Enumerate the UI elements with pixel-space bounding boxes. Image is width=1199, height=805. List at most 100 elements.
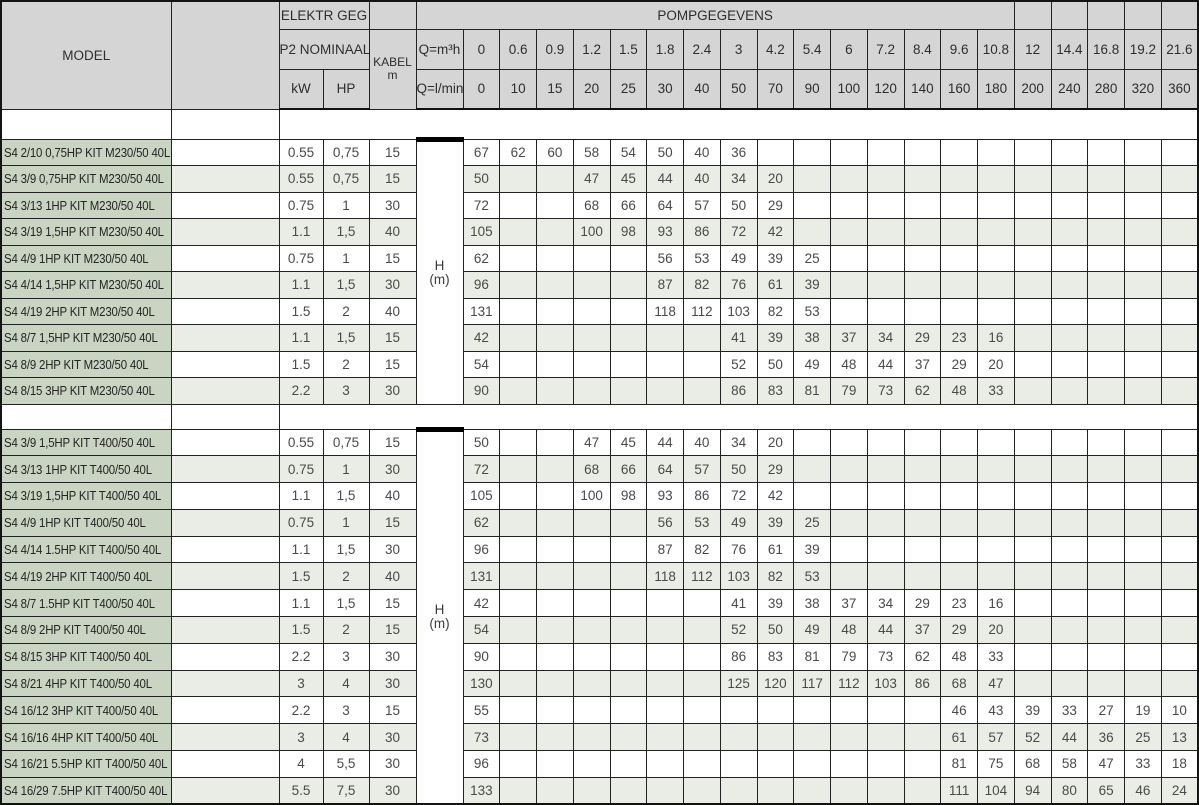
h-value-cell: 54	[609, 138, 648, 166]
h-value-cell	[1050, 428, 1089, 457]
hp-cell: 4	[322, 669, 370, 698]
kabel-top-blank-header	[368, 0, 417, 30]
h-value-cell: 56	[646, 508, 684, 537]
model-cell: S4 4/9 1HP KIT T400/50 40L	[0, 508, 172, 537]
h-value-cell	[866, 218, 905, 246]
h-value-cell: 118	[646, 562, 684, 591]
h-value-cell	[1050, 535, 1089, 564]
flow-header-cell: 4.2	[756, 28, 795, 70]
h-value-cell	[646, 642, 684, 671]
blank-cell	[170, 244, 280, 272]
h-value-cell	[536, 776, 574, 805]
flow-header-cell: 0.9	[536, 28, 574, 70]
h-value-cell	[977, 138, 1015, 166]
h-value-cell	[499, 165, 537, 193]
kw-cell: 1.1	[278, 324, 324, 352]
h-value-cell: 45	[609, 428, 648, 457]
flow-header-cell: 10	[499, 68, 537, 110]
h-value-cell	[1050, 669, 1089, 698]
h-value-cell	[646, 324, 684, 352]
h-value-cell	[866, 428, 905, 457]
h-value-cell	[903, 455, 942, 484]
model-cell: S4 4/14 1,5HP KIT M230/50 40L	[0, 271, 172, 299]
h-value-cell: 39	[793, 271, 831, 299]
h-value-cell	[1124, 669, 1162, 698]
h-value-cell: 62	[903, 377, 942, 405]
hp-cell: 2	[322, 616, 370, 644]
h-value-cell	[756, 750, 795, 778]
h-value-cell: 98	[609, 218, 648, 246]
model-cell: S4 3/13 1HP KIT M230/50 40L	[0, 191, 172, 219]
h-value-cell: 40	[683, 165, 721, 193]
h-value-cell	[1160, 271, 1199, 299]
h-value-cell: 86	[903, 669, 942, 698]
h-value-cell	[1124, 535, 1162, 564]
h-value-cell: 29	[940, 616, 978, 644]
h-unit-cell: H (m)	[415, 426, 464, 805]
model-name: S4 3/13 1HP KIT M230/50 40L	[4, 197, 155, 213]
h-value-cell	[609, 535, 648, 564]
blank-cell	[170, 535, 280, 564]
h-value-cell	[1050, 377, 1089, 405]
kw-cell: 1.5	[278, 297, 324, 325]
h-value-cell: 112	[830, 669, 868, 698]
h-value-cell	[756, 723, 795, 752]
h-value-cell	[609, 350, 648, 378]
h-value-cell	[977, 297, 1015, 325]
blank-cell	[170, 482, 280, 510]
flow-header-cell: 240	[1050, 68, 1089, 110]
h-value-cell: 82	[756, 562, 795, 591]
h-value-cell	[536, 455, 574, 484]
flow-header-cell: 200	[1013, 68, 1052, 110]
h-value-cell: 65	[1087, 776, 1125, 805]
model-cell: S4 4/19 2HP KIT T400/50 40L	[0, 562, 172, 591]
h-value-cell	[1160, 455, 1199, 484]
h-value-cell: 86	[683, 218, 721, 246]
h-value-cell	[1160, 535, 1199, 564]
h-value-cell	[866, 508, 905, 537]
h-value-cell: 105	[462, 482, 501, 510]
flow-header-cell: 21.6	[1160, 28, 1199, 70]
h-value-cell	[830, 696, 868, 725]
h-value-cell	[977, 191, 1015, 219]
hp-cell: 1	[322, 191, 370, 219]
kabel-cell-value: 15	[368, 138, 417, 166]
pump-row: S4 2/10 0,75HP KIT M230/50 40L 0.55 0,75 15…	[0, 136, 1199, 405]
separator-cell	[279, 404, 1198, 429]
kabel-cell-value: 30	[368, 750, 417, 778]
blank-cell	[170, 191, 280, 219]
h-value-cell	[866, 696, 905, 725]
h-value-cell	[1087, 218, 1125, 246]
h-value-cell	[1160, 165, 1199, 193]
h-value-cell: 60	[536, 138, 574, 166]
kabel-cell-value: 30	[368, 776, 417, 805]
h-value-cell	[866, 535, 905, 564]
h-value-cell	[866, 562, 905, 591]
h-value-cell	[1087, 297, 1125, 325]
h-value-cell	[499, 377, 537, 405]
h-value-cell	[572, 324, 611, 352]
h-value-cell	[572, 669, 611, 698]
kw-cell: 1.5	[278, 616, 324, 644]
h-value-cell	[1160, 218, 1199, 246]
blank-cell	[170, 455, 280, 484]
h-value-cell	[1013, 297, 1052, 325]
h-value-cell	[866, 723, 905, 752]
h-value-cell	[866, 165, 905, 193]
h-value-cell	[940, 297, 978, 325]
h-value-cell	[1087, 350, 1125, 378]
h-value-cell	[1160, 191, 1199, 219]
h-value-cell	[1160, 616, 1199, 644]
h-value-cell: 29	[903, 324, 942, 352]
model-column-header: MODEL	[0, 0, 172, 110]
h-value-cell	[1160, 377, 1199, 405]
pump-row: S4 8/7 1,5HP KIT M230/50 40L 1.1 1,5 15 42 41…	[0, 324, 1199, 352]
h-value-cell	[1124, 642, 1162, 671]
h-value-cell	[609, 723, 648, 752]
h-value-cell	[977, 455, 1015, 484]
h-value-cell	[830, 455, 868, 484]
h-value-cell	[1050, 165, 1089, 193]
h-value-cell	[499, 324, 537, 352]
h-value-cell: 37	[903, 616, 942, 644]
h-value-cell: 50	[756, 350, 795, 378]
